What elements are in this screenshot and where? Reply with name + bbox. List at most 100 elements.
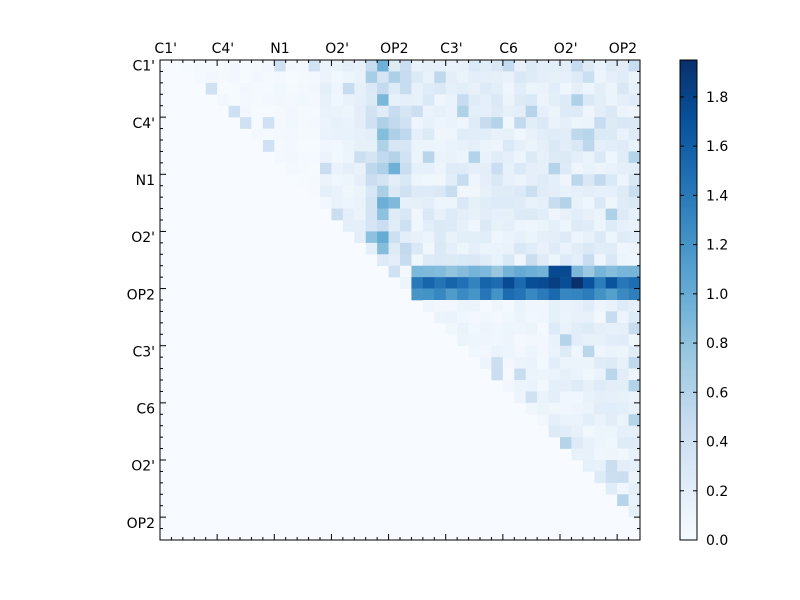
heatmap-cell — [525, 71, 538, 84]
heatmap-cell — [240, 71, 252, 84]
heatmap-cell — [217, 82, 229, 95]
heatmap-cell — [571, 162, 584, 175]
heatmap-cell — [502, 185, 515, 198]
heatmap-cell — [514, 140, 527, 152]
heatmap-cell — [445, 162, 458, 175]
heatmap-cell — [502, 277, 515, 289]
heatmap-cell — [525, 117, 538, 129]
heatmap-cell — [342, 128, 355, 141]
heatmap-cell — [502, 357, 515, 369]
heatmap-cell — [571, 140, 584, 152]
heatmap-cell — [445, 140, 458, 152]
heatmap-cell — [525, 357, 538, 369]
heatmap-cell — [514, 151, 527, 164]
heatmap-cell — [365, 231, 378, 244]
heatmap-cell — [548, 334, 561, 347]
heatmap-cell — [548, 288, 561, 301]
heatmap-cell — [525, 60, 538, 72]
heatmap-cell — [525, 288, 538, 301]
heatmap-cell — [514, 128, 527, 141]
heatmap-cell — [445, 60, 458, 72]
heatmap-cell — [605, 60, 618, 72]
heatmap-cell — [320, 82, 332, 95]
heatmap-cell — [548, 322, 561, 335]
heatmap-cell — [388, 105, 401, 118]
heatmap-cell — [514, 265, 527, 278]
heatmap-cell — [411, 254, 424, 267]
heatmap-cell — [571, 128, 584, 141]
heatmap-cell — [377, 174, 389, 187]
heatmap-cell — [594, 448, 607, 461]
heatmap-cell — [628, 60, 641, 72]
heatmap-cell — [422, 231, 435, 244]
heatmap-cell — [525, 402, 538, 415]
heatmap-cell — [628, 482, 641, 495]
heatmap-cell — [548, 185, 561, 198]
colorbar — [679, 59, 698, 541]
colorbar-tick-label: 1.0 — [706, 287, 728, 303]
heatmap-cell — [434, 300, 447, 312]
heatmap-cell — [342, 174, 355, 187]
heatmap-cell — [491, 151, 504, 164]
heatmap-cell — [525, 162, 538, 175]
heatmap-cell — [285, 117, 298, 129]
y-tick-label: OP2 — [127, 516, 155, 532]
x-tick-label: O2' — [554, 41, 578, 57]
heatmap-cell — [582, 288, 595, 301]
heatmap-cell — [537, 368, 549, 381]
heatmap-cell — [480, 151, 492, 164]
heatmap-cell — [422, 151, 435, 164]
heatmap-cell — [491, 288, 504, 301]
heatmap-cell — [491, 128, 504, 141]
heatmap-cell — [491, 197, 504, 209]
heatmap-cell — [628, 71, 641, 84]
heatmap-cell — [377, 231, 389, 244]
heatmap-cell — [502, 231, 515, 244]
heatmap-cell — [560, 345, 572, 358]
heatmap-cell — [605, 174, 618, 187]
heatmap-cell — [468, 311, 481, 324]
y-tick-labels: C1' C4' N1 O2' OP2 C3' C6 O2' OP2 — [127, 59, 155, 532]
heatmap-cell — [617, 117, 629, 129]
heatmap-cell — [377, 254, 389, 267]
heatmap-cell — [560, 277, 572, 289]
heatmap-cell — [594, 425, 607, 438]
heatmap-cell — [468, 140, 481, 152]
heatmap-cell — [285, 60, 298, 72]
heatmap-cell — [605, 71, 618, 84]
heatmap-cell — [434, 117, 447, 129]
heatmap-cell — [514, 380, 527, 392]
heatmap-cell — [457, 311, 469, 324]
heatmap-cell — [537, 185, 549, 198]
heatmap-cell — [571, 185, 584, 198]
heatmap-cell — [537, 60, 549, 72]
heatmap-cell — [560, 82, 572, 95]
heatmap-cell — [274, 117, 287, 129]
heatmap-cell — [617, 277, 629, 289]
colorbar-tick-label: 1.8 — [706, 90, 728, 106]
heatmap-cell — [354, 94, 367, 107]
heatmap-cell — [594, 82, 607, 95]
colorbar-tick-label: 0.8 — [706, 336, 728, 352]
heatmap-cell — [537, 288, 549, 301]
y-tick-label: OP2 — [127, 287, 155, 303]
heatmap-cell — [628, 174, 641, 187]
heatmap-cell — [480, 220, 492, 232]
heatmap-cell — [514, 174, 527, 187]
heatmap-cell — [605, 380, 618, 392]
heatmap-cell — [457, 208, 469, 221]
colorbar-tick-label: 1.2 — [706, 238, 728, 254]
heatmap-cell — [594, 345, 607, 358]
heatmap-cell — [502, 60, 515, 72]
heatmap-cell — [411, 162, 424, 175]
heatmap-cell — [582, 60, 595, 72]
heatmap-cell — [525, 311, 538, 324]
heatmap-cell — [274, 105, 287, 118]
heatmap-cell — [480, 334, 492, 347]
heatmap-cell — [548, 414, 561, 427]
heatmap-cell — [445, 94, 458, 107]
heatmap-cell — [617, 425, 629, 438]
heatmap-cell — [514, 208, 527, 221]
heatmap-cell — [445, 82, 458, 95]
heatmap-cell — [274, 60, 287, 72]
